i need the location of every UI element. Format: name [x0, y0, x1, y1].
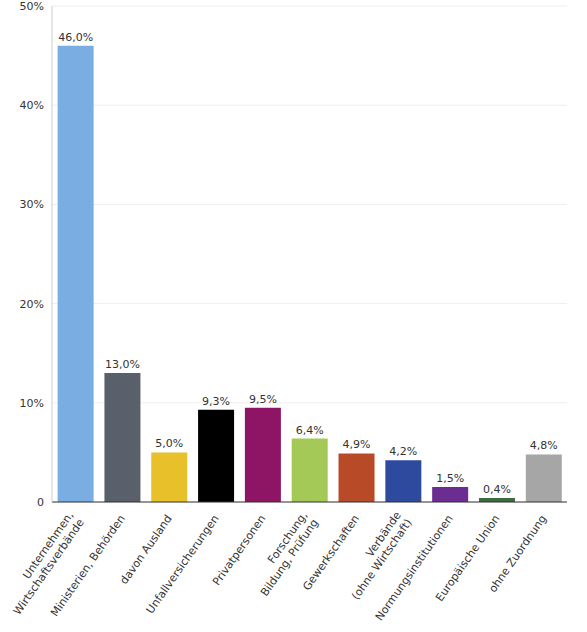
svg-text:1,5%: 1,5%	[436, 472, 464, 485]
svg-text:9,3%: 9,3%	[202, 395, 230, 408]
svg-text:9,5%: 9,5%	[249, 393, 277, 406]
svg-text:46,0%: 46,0%	[58, 31, 93, 44]
svg-text:30%: 30%	[20, 198, 44, 211]
svg-text:Privatpersonen: Privatpersonen	[210, 513, 268, 588]
svg-text:10%: 10%	[20, 397, 44, 410]
svg-text:Unfallversicherungen: Unfallversicherungen	[144, 513, 222, 617]
svg-text:Unternehmen,Wirtschaftsverbänd: Unternehmen,Wirtschaftsverbände	[8, 509, 87, 617]
svg-text:5,0%: 5,0%	[155, 437, 183, 450]
svg-text:4,8%: 4,8%	[530, 439, 558, 452]
svg-text:6,4%: 6,4%	[296, 424, 324, 437]
svg-text:0,4%: 0,4%	[483, 483, 511, 496]
svg-text:20%: 20%	[20, 298, 44, 311]
svg-text:ohne Zuordnung: ohne Zuordnung	[486, 513, 549, 595]
svg-text:13,0%: 13,0%	[105, 358, 140, 371]
svg-text:4,9%: 4,9%	[343, 438, 371, 451]
svg-text:Gewerkschaften: Gewerkschaften	[300, 513, 362, 594]
svg-text:4,2%: 4,2%	[389, 445, 417, 458]
svg-text:50%: 50%	[20, 0, 44, 13]
svg-text:40%: 40%	[20, 99, 44, 112]
svg-text:Ministerien, Behörden: Ministerien, Behörden	[48, 513, 128, 619]
svg-text:Normungsinstitutionen: Normungsinstitutionen	[373, 513, 456, 624]
svg-text:0: 0	[37, 496, 44, 509]
